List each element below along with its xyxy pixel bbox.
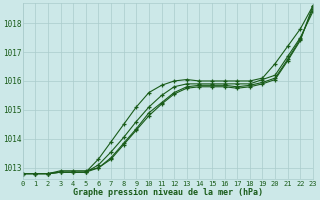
- X-axis label: Graphe pression niveau de la mer (hPa): Graphe pression niveau de la mer (hPa): [73, 188, 263, 197]
